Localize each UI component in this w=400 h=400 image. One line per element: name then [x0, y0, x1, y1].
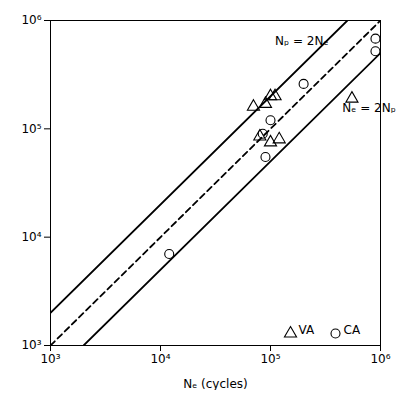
- svg-text:10⁶: 10⁶: [370, 352, 390, 366]
- svg-text:CA: CA: [344, 323, 361, 337]
- svg-text:10³: 10³: [21, 338, 41, 352]
- svg-text:Nₑ (cycles): Nₑ (cycles): [183, 377, 247, 391]
- svg-text:Nₚ = 2Nₑ: Nₚ = 2Nₑ: [275, 34, 328, 48]
- svg-text:Nₑ = 2Nₚ: Nₑ = 2Nₚ: [342, 101, 395, 115]
- svg-text:10⁶: 10⁶: [21, 13, 41, 27]
- svg-text:10⁵: 10⁵: [21, 122, 41, 136]
- svg-text:10⁴: 10⁴: [21, 230, 41, 244]
- svg-text:10³: 10³: [40, 352, 60, 366]
- svg-text:VA: VA: [299, 323, 315, 337]
- svg-text:10⁴: 10⁴: [150, 352, 170, 366]
- svg-text:10⁵: 10⁵: [260, 352, 280, 366]
